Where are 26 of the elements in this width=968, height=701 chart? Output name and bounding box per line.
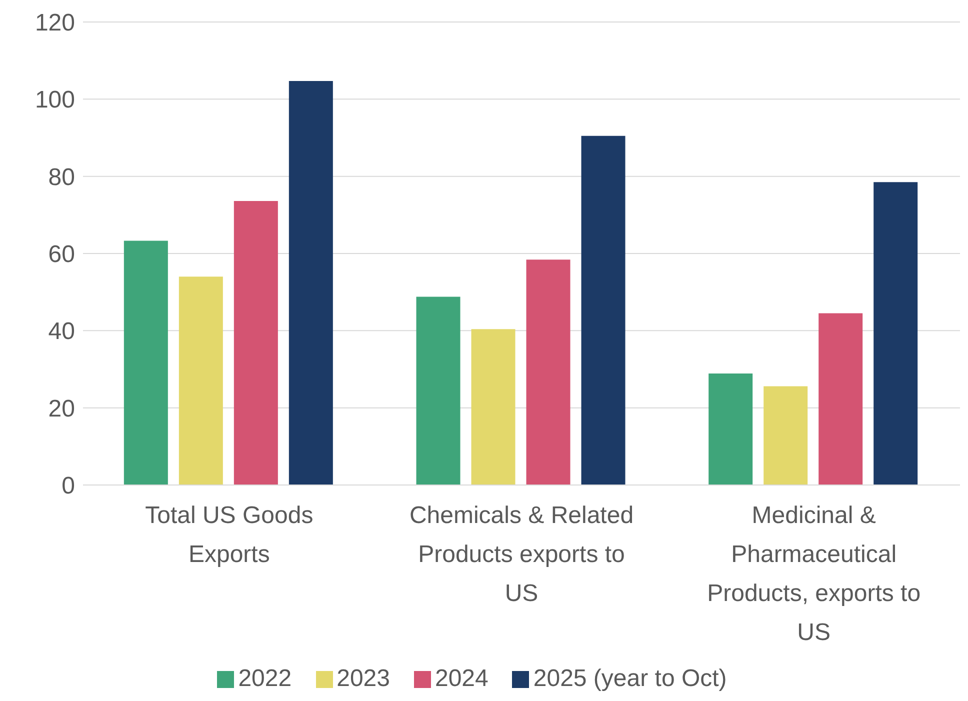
legend-label: 2025 (year to Oct) xyxy=(533,665,727,692)
y-tick-label: 80 xyxy=(48,164,75,191)
y-tick-label: 20 xyxy=(48,395,75,422)
y-tick-label: 0 xyxy=(62,472,75,500)
bar xyxy=(471,329,516,485)
bar xyxy=(526,260,570,485)
bar xyxy=(416,296,460,485)
bar xyxy=(818,313,863,485)
bar xyxy=(764,386,808,485)
legend-label: 2023 xyxy=(336,665,390,692)
bar xyxy=(124,240,168,485)
bar xyxy=(708,373,753,485)
y-tick-label: 120 xyxy=(34,10,75,37)
bar xyxy=(288,81,333,485)
x-tick-label: Chemicals & Related Products exports to US xyxy=(409,502,634,607)
bar xyxy=(581,136,626,485)
bar xyxy=(874,182,918,485)
y-tick-label: 100 xyxy=(34,86,75,114)
legend-label: 2024 xyxy=(434,665,488,692)
x-tick-label: Medicinal & Pharmaceutical Products, exports to US xyxy=(707,502,921,646)
legend-label: 2022 xyxy=(238,665,292,692)
x-tick-label: Total US Goods Exports xyxy=(145,502,314,568)
bar xyxy=(178,276,223,485)
y-tick-label: 40 xyxy=(48,318,75,346)
y-tick-label: 60 xyxy=(48,241,75,268)
bar xyxy=(234,201,278,485)
